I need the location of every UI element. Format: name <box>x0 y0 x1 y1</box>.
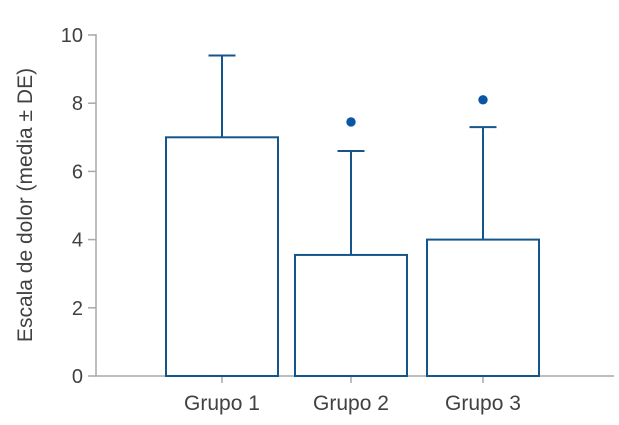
y-tick-label: 4 <box>72 230 83 252</box>
bar-grupo-2 <box>294 253 408 378</box>
x-tick-label-grupo-2: Grupo 2 <box>313 392 389 415</box>
x-tick-label-grupo-3: Grupo 3 <box>445 392 521 415</box>
y-tick-label: 8 <box>72 93 83 115</box>
outlier-dot-grupo-3 <box>478 95 488 105</box>
y-axis-title: Escala de dolor (media ± DE) <box>14 68 37 342</box>
y-tick-label: 0 <box>72 366 83 388</box>
y-tick-label: 6 <box>72 161 83 183</box>
bar-grupo-3 <box>426 238 540 377</box>
y-tick-label: 2 <box>72 298 83 320</box>
x-tick-label-grupo-1: Grupo 1 <box>184 392 260 415</box>
y-tick-label: 10 <box>61 25 83 47</box>
outlier-dot-grupo-2 <box>346 117 356 127</box>
bar-grupo-1 <box>165 136 279 377</box>
